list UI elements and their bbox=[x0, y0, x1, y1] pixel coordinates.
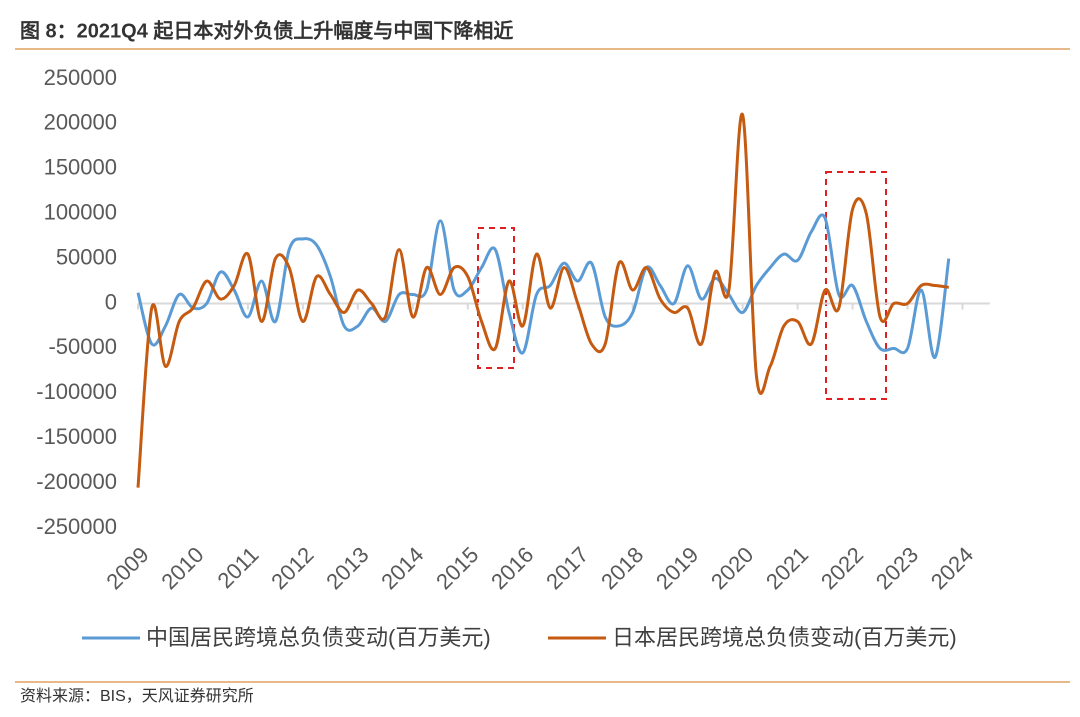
x-tick-label: 2020 bbox=[706, 542, 758, 594]
y-tick-label: 100000 bbox=[44, 200, 117, 225]
series-line bbox=[136, 112, 949, 488]
x-tick-label: 2016 bbox=[486, 542, 538, 594]
y-tick-label: 150000 bbox=[44, 155, 117, 180]
x-tick-label: 2024 bbox=[926, 542, 978, 594]
y-tick-label: 0 bbox=[105, 289, 117, 314]
source: 资料来源：BIS，天风证券研究所 bbox=[20, 687, 254, 705]
x-tick-label: 2015 bbox=[431, 542, 483, 594]
y-tick-label: -200000 bbox=[36, 469, 117, 494]
y-tick-label: 250000 bbox=[44, 65, 117, 90]
y-tick-label: -250000 bbox=[36, 514, 117, 539]
y-tick-label: -50000 bbox=[48, 334, 117, 359]
y-tick-label: 200000 bbox=[44, 110, 117, 135]
y-tick-label: -100000 bbox=[36, 379, 117, 404]
x-tick-label: 2009 bbox=[101, 542, 153, 594]
x-tick-label: 2014 bbox=[376, 542, 428, 594]
x-tick-label: 2013 bbox=[321, 542, 373, 594]
legend-label: 日本居民跨境总负债变动(百万美元) bbox=[612, 625, 957, 650]
y-tick-label: 50000 bbox=[56, 244, 117, 269]
x-tick-label: 2010 bbox=[156, 542, 208, 594]
legend-label: 中国居民跨境总负债变动(百万美元) bbox=[146, 625, 491, 650]
x-tick-label: 2021 bbox=[761, 542, 813, 594]
x-tick-label: 2019 bbox=[651, 542, 703, 594]
x-tick-label: 2023 bbox=[871, 542, 923, 594]
x-tick-label: 2018 bbox=[596, 542, 648, 594]
highlight-box bbox=[825, 171, 887, 400]
x-tick-label: 2012 bbox=[266, 542, 318, 594]
x-tick-label: 2022 bbox=[816, 542, 868, 594]
x-tick-label: 2017 bbox=[541, 542, 593, 594]
x-tick-label: 2011 bbox=[212, 542, 263, 593]
y-tick-label: -150000 bbox=[36, 424, 117, 449]
chart-title: 图 8：2021Q4 起日本对外负债上升幅度与中国下降相近 bbox=[20, 18, 513, 42]
